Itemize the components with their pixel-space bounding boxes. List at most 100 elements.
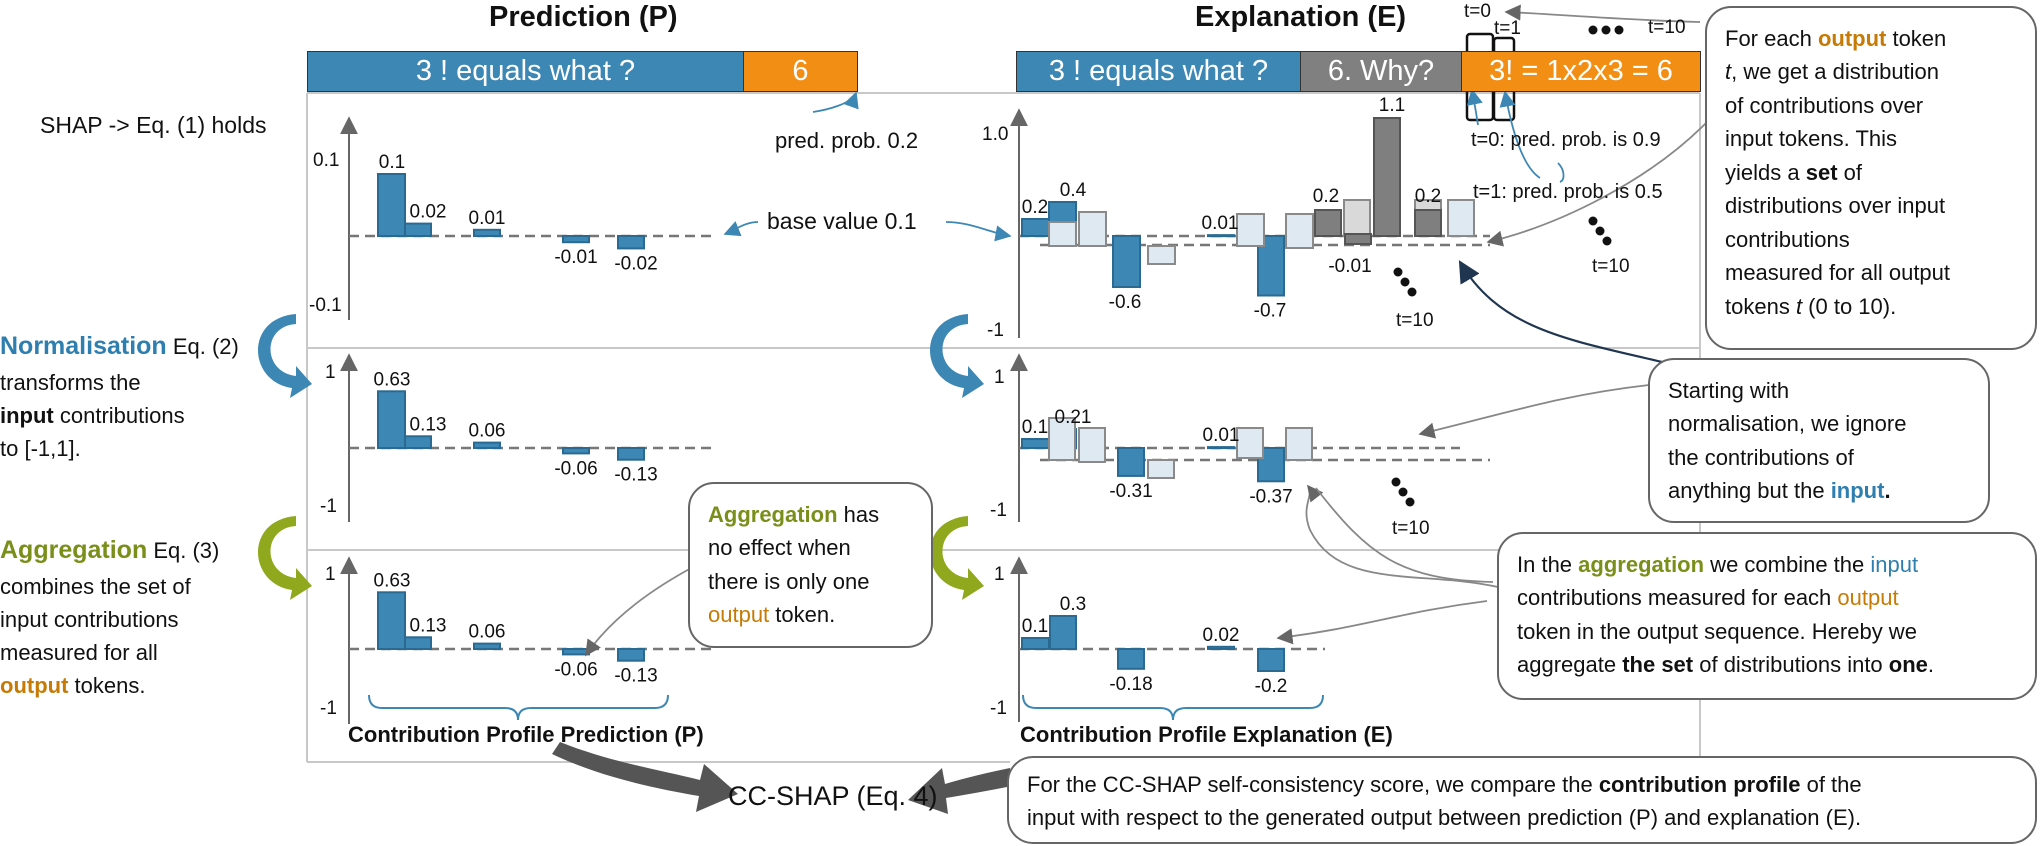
ghost-bar-e1-0 bbox=[1048, 221, 1077, 247]
bar-prediction-normalised-0 bbox=[377, 390, 406, 449]
continuation-dots bbox=[1391, 25, 1624, 507]
ra-l3: token in the output sequence. Hereby we bbox=[1517, 618, 1917, 644]
bar-explanation-shap-3 bbox=[1207, 234, 1235, 238]
rt-l5a: yields a bbox=[1725, 159, 1806, 185]
ra-l4b: the set bbox=[1622, 652, 1694, 678]
bar-label-explanation-aggregated-3: 0.02 bbox=[1203, 625, 1240, 646]
pred-input-segment: 3 ! equals what ? bbox=[307, 51, 744, 92]
base-value-note: base value 0.1 bbox=[767, 208, 917, 234]
token-t10: t=10 bbox=[1648, 17, 1686, 38]
rt-l6: distributions over input bbox=[1725, 193, 1946, 219]
bar-explanation-shap-0 bbox=[1021, 218, 1050, 237]
am-l4a: output bbox=[708, 602, 770, 628]
expl-input-segment: 3 ! equals what ? bbox=[1016, 51, 1301, 92]
aggregation-line2: combines the set of bbox=[0, 573, 191, 599]
ghost-bar-e2-0 bbox=[1343, 199, 1371, 237]
ghost-bar-n-3 bbox=[1236, 427, 1264, 459]
ra-l4d: one bbox=[1888, 652, 1928, 678]
bt-l1a: For the CC-SHAP self-consistency score, … bbox=[1027, 772, 1599, 797]
bar-label-prediction-shap-4: -0.02 bbox=[614, 253, 657, 274]
bar-label-prediction-normalised-0: 0.63 bbox=[374, 369, 411, 390]
am-l2: no effect when bbox=[708, 535, 851, 561]
bar-explanation-aggregated-0 bbox=[1021, 637, 1050, 650]
other-label-1: -0.01 bbox=[1328, 256, 1371, 277]
bar-prediction-aggregated-3 bbox=[562, 648, 590, 656]
bar-label-prediction-aggregated-2: 0.06 bbox=[469, 622, 506, 643]
tick-p-norm-max: 1 bbox=[325, 362, 336, 383]
other-bar-1 bbox=[1344, 233, 1372, 245]
am-l1a: Aggregation bbox=[708, 502, 838, 527]
rt-l7: contributions bbox=[1725, 226, 1850, 252]
tick-p-top-max: 0.1 bbox=[313, 150, 340, 171]
pred-prob-note: pred. prob. 0.2 bbox=[775, 128, 919, 153]
rm-l4a: anything but the bbox=[1668, 478, 1831, 504]
bar-prediction-shap-1 bbox=[404, 222, 432, 238]
bar-label-prediction-shap-1: 0.02 bbox=[410, 202, 447, 223]
aggregation-title: Aggregation bbox=[0, 536, 148, 564]
bar-label-explanation-shap-3: 0.01 bbox=[1202, 213, 1239, 234]
bar-explanation-aggregated-1 bbox=[1049, 615, 1077, 650]
bar-explanation-normalised-4 bbox=[1257, 447, 1285, 483]
other-label-0: 0.2 bbox=[1313, 186, 1339, 207]
bar-prediction-aggregated-4 bbox=[617, 648, 645, 662]
bar-explanation-shap-2 bbox=[1112, 235, 1141, 288]
prediction-header: Prediction (P) bbox=[489, 1, 678, 33]
other-bar-0 bbox=[1314, 209, 1342, 237]
normalisation-line3a: input bbox=[0, 402, 54, 428]
rt-l9b: t bbox=[1795, 293, 1803, 319]
ghost-bar-e1-4 bbox=[1285, 213, 1314, 249]
bar-label-explanation-aggregated-4: -0.2 bbox=[1255, 676, 1288, 697]
t10-label-c: t=10 bbox=[1392, 518, 1430, 539]
navy-callout-arrow bbox=[1458, 260, 1663, 364]
bubble-aggregation-combine: In the aggregation we combine the input … bbox=[1497, 532, 2037, 700]
shap-holds-note: SHAP -> Eq. (1) holds bbox=[40, 112, 267, 138]
profile-braces bbox=[368, 694, 1324, 721]
rt-l9a: tokens bbox=[1725, 293, 1796, 319]
bar-label-prediction-aggregated-3: -0.06 bbox=[554, 659, 597, 680]
normalisation-line3b: contributions bbox=[53, 402, 185, 428]
bar-prediction-aggregated-2 bbox=[473, 642, 501, 650]
bubble-aggregation-no-effect: Aggregation has no effect when there is … bbox=[688, 482, 933, 648]
aggregation-line3: input contributions bbox=[0, 606, 179, 632]
axes bbox=[340, 108, 1028, 724]
bar-prediction-shap-4 bbox=[617, 235, 645, 250]
bar-explanation-shap-4 bbox=[1257, 235, 1285, 297]
bar-label-prediction-aggregated-1: 0.13 bbox=[410, 615, 447, 636]
ghost-bar-n-4 bbox=[1285, 427, 1313, 461]
rt-l1a: For each bbox=[1725, 26, 1818, 51]
bar-prediction-shap-2 bbox=[473, 228, 501, 238]
bar-label-explanation-normalised-4: -0.37 bbox=[1249, 486, 1292, 507]
bar-label-explanation-aggregated-0: 0.1 bbox=[1022, 616, 1048, 637]
token-t0: t=0 bbox=[1464, 1, 1491, 22]
ra-l1c: we combine the bbox=[1704, 552, 1871, 577]
rt-l1b: output bbox=[1817, 26, 1887, 51]
ghost-bar-e3-0 bbox=[1447, 199, 1475, 237]
bar-label-prediction-normalised-1: 0.13 bbox=[410, 414, 447, 435]
bar-prediction-normalised-2 bbox=[473, 441, 501, 450]
bar-label-explanation-shap-1: 0.4 bbox=[1060, 180, 1087, 201]
tick-e-top-max: 1.0 bbox=[982, 124, 1009, 145]
normalisation-row-label: Normalisation Eq. (2) transforms the inp… bbox=[0, 328, 239, 465]
normalisation-title: Normalisation bbox=[0, 332, 167, 360]
bar-label-prediction-shap-3: -0.01 bbox=[554, 247, 597, 268]
normalisation-line2: transforms the bbox=[0, 369, 141, 395]
ghost-bar-e1-2 bbox=[1147, 245, 1176, 265]
bt-l2: input with respect to the generated outp… bbox=[1027, 805, 1862, 831]
ra-l1b: aggregation bbox=[1578, 552, 1705, 577]
other-label-2: 1.1 bbox=[1379, 95, 1405, 116]
rm-l1: Starting with bbox=[1668, 378, 1790, 403]
tick-e-agg-min: -1 bbox=[990, 698, 1007, 719]
bubble-normalisation-input: Starting with normalisation, we ignore t… bbox=[1648, 358, 1990, 523]
normalisation-eq: Eq. (2) bbox=[166, 334, 239, 359]
token-t1: t=1 bbox=[1494, 18, 1521, 39]
ra-l2a: contributions measured for each bbox=[1517, 585, 1838, 611]
t0-prob-note: t=0: pred. prob. is 0.9 bbox=[1471, 129, 1661, 151]
aggregation-line4: measured for all bbox=[0, 639, 158, 665]
cc-shap-label: CC-SHAP (Eq. 4) bbox=[728, 781, 938, 811]
bar-label-explanation-normalised-1: 0.21 bbox=[1055, 407, 1092, 428]
bar-label-prediction-normalised-3: -0.06 bbox=[554, 458, 597, 479]
tick-p-agg-min: -1 bbox=[320, 698, 337, 719]
bar-explanation-aggregated-4 bbox=[1257, 648, 1285, 672]
